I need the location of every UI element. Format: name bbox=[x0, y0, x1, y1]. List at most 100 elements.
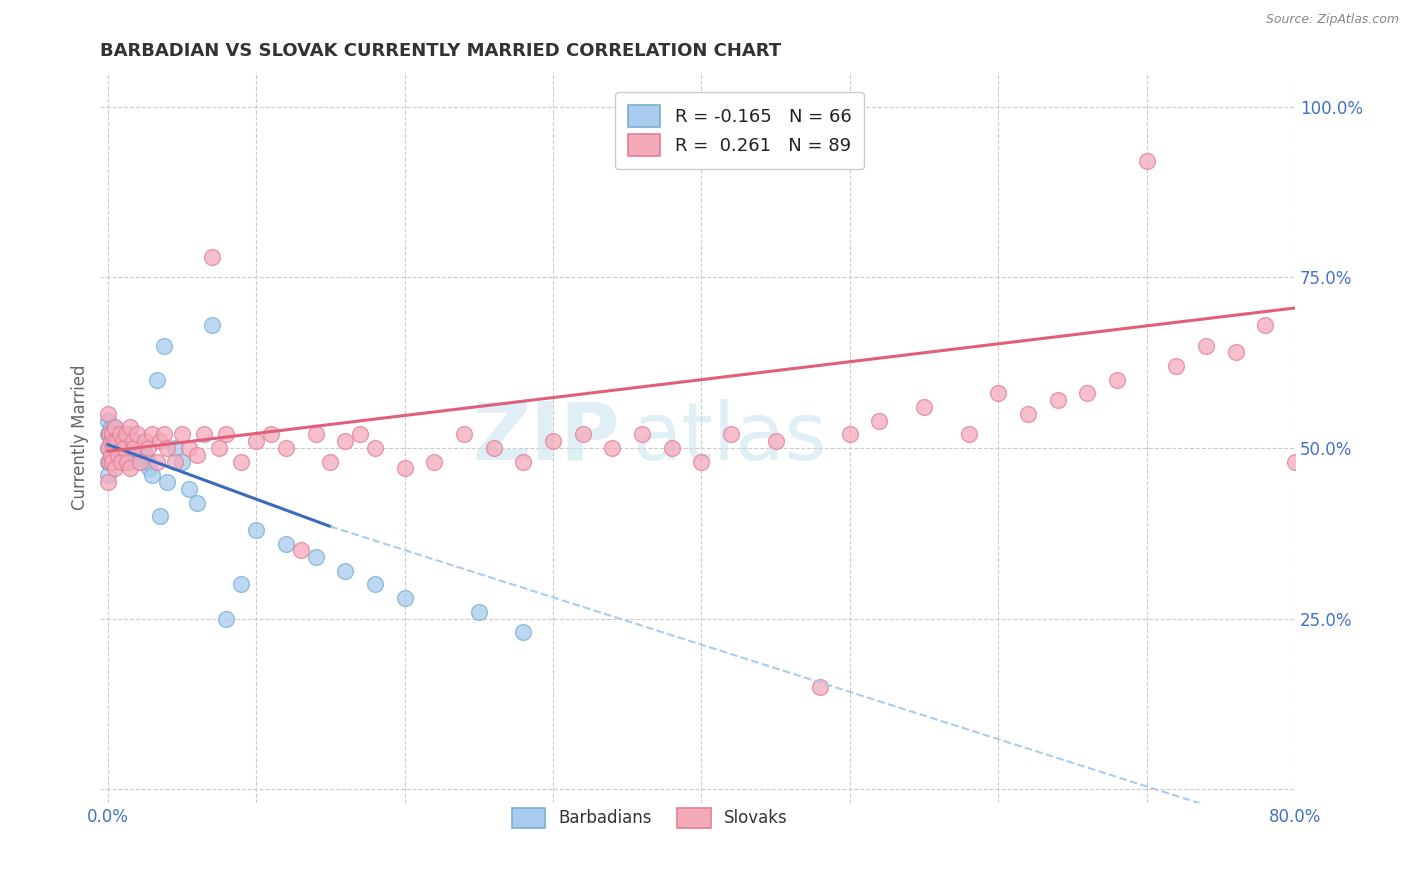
Point bbox=[1166, 359, 1188, 373]
Point bbox=[98, 427, 121, 442]
Point bbox=[1076, 386, 1098, 401]
Point bbox=[215, 612, 238, 626]
Point bbox=[115, 454, 138, 468]
Point bbox=[110, 448, 132, 462]
Point bbox=[101, 427, 124, 442]
Point bbox=[124, 434, 146, 449]
Point bbox=[1313, 291, 1336, 305]
Point bbox=[720, 427, 742, 442]
Point bbox=[122, 448, 145, 462]
Point bbox=[245, 523, 267, 537]
Point bbox=[156, 441, 179, 455]
Point bbox=[364, 441, 387, 455]
Y-axis label: Currently Married: Currently Married bbox=[72, 365, 89, 510]
Point bbox=[141, 427, 163, 442]
Point bbox=[245, 434, 267, 449]
Point bbox=[108, 427, 131, 442]
Point bbox=[1284, 454, 1306, 468]
Point bbox=[987, 386, 1010, 401]
Point bbox=[112, 427, 135, 442]
Point bbox=[423, 454, 446, 468]
Point bbox=[163, 441, 186, 455]
Point bbox=[103, 420, 125, 434]
Text: ZIP: ZIP bbox=[472, 399, 620, 476]
Point bbox=[98, 454, 121, 468]
Point bbox=[186, 448, 208, 462]
Point bbox=[138, 461, 160, 475]
Point bbox=[117, 427, 139, 442]
Point bbox=[97, 407, 120, 421]
Point bbox=[111, 441, 134, 455]
Point bbox=[335, 564, 357, 578]
Point bbox=[101, 454, 124, 468]
Point bbox=[193, 427, 215, 442]
Point bbox=[1136, 154, 1159, 169]
Point bbox=[290, 543, 312, 558]
Point bbox=[170, 454, 193, 468]
Point bbox=[115, 448, 138, 462]
Point bbox=[118, 441, 141, 455]
Point bbox=[512, 625, 534, 640]
Point bbox=[304, 427, 326, 442]
Point bbox=[1358, 270, 1381, 285]
Point bbox=[1403, 236, 1406, 251]
Point bbox=[468, 605, 491, 619]
Point bbox=[97, 454, 120, 468]
Point bbox=[208, 441, 231, 455]
Point bbox=[114, 434, 136, 449]
Point bbox=[118, 461, 141, 475]
Point bbox=[108, 441, 131, 455]
Point bbox=[149, 509, 172, 524]
Point bbox=[101, 454, 124, 468]
Point bbox=[364, 577, 387, 591]
Point bbox=[108, 427, 131, 442]
Point bbox=[105, 441, 128, 455]
Point bbox=[145, 454, 167, 468]
Point bbox=[869, 414, 891, 428]
Point bbox=[512, 454, 534, 468]
Point bbox=[1017, 407, 1039, 421]
Point bbox=[231, 454, 253, 468]
Point bbox=[136, 454, 159, 468]
Point bbox=[394, 591, 416, 606]
Point bbox=[179, 482, 201, 496]
Point bbox=[115, 441, 138, 455]
Point bbox=[170, 427, 193, 442]
Point bbox=[104, 434, 127, 449]
Point bbox=[103, 434, 125, 449]
Point bbox=[107, 434, 129, 449]
Point bbox=[153, 427, 176, 442]
Point bbox=[335, 434, 357, 449]
Point bbox=[186, 495, 208, 509]
Point bbox=[453, 427, 475, 442]
Point bbox=[122, 434, 145, 449]
Point bbox=[98, 441, 121, 455]
Point bbox=[163, 454, 186, 468]
Point bbox=[1225, 345, 1247, 359]
Point bbox=[136, 441, 159, 455]
Point bbox=[111, 434, 134, 449]
Point bbox=[661, 441, 683, 455]
Point bbox=[541, 434, 564, 449]
Point bbox=[602, 441, 624, 455]
Point bbox=[98, 454, 121, 468]
Point bbox=[319, 454, 342, 468]
Point bbox=[97, 475, 120, 489]
Point bbox=[1254, 318, 1277, 332]
Point bbox=[124, 441, 146, 455]
Point bbox=[105, 434, 128, 449]
Point bbox=[97, 441, 120, 455]
Text: atlas: atlas bbox=[631, 399, 827, 476]
Point bbox=[808, 680, 831, 694]
Point bbox=[100, 448, 122, 462]
Point bbox=[104, 461, 127, 475]
Point bbox=[100, 434, 122, 449]
Point bbox=[118, 454, 141, 468]
Point bbox=[97, 427, 120, 442]
Point bbox=[179, 441, 201, 455]
Point bbox=[145, 373, 167, 387]
Point bbox=[765, 434, 787, 449]
Point bbox=[260, 427, 283, 442]
Point bbox=[97, 468, 120, 483]
Point bbox=[201, 250, 224, 264]
